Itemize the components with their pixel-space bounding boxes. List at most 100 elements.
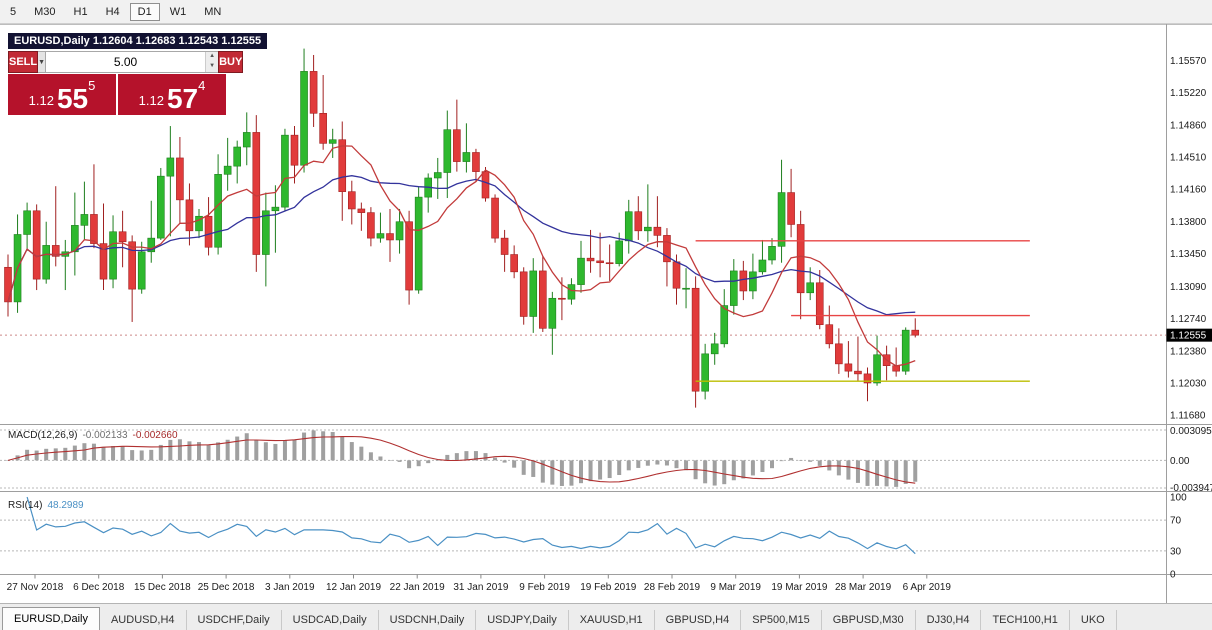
svg-text:1.15570: 1.15570	[1170, 56, 1207, 67]
svg-text:9 Feb 2019: 9 Feb 2019	[519, 582, 570, 593]
rsi-line	[26, 496, 916, 555]
svg-text:27 Nov 2018: 27 Nov 2018	[7, 582, 64, 593]
tab-xauusd-h1[interactable]: XAUUSD,H1	[569, 610, 655, 630]
macd-signal-line	[7, 435, 916, 484]
svg-text:0.003095: 0.003095	[1170, 426, 1212, 437]
volume-up-button[interactable]: ▲	[206, 52, 219, 62]
svg-text:28 Mar 2019: 28 Mar 2019	[835, 582, 892, 593]
ma-slow-line	[7, 175, 916, 316]
svg-text:22 Jan 2019: 22 Jan 2019	[390, 582, 445, 593]
chart-title-text: EURUSD,Daily 1.12604 1.12683 1.12543 1.1…	[14, 35, 262, 47]
svg-text:9 Mar 2019: 9 Mar 2019	[710, 582, 761, 593]
one-click-trade-panel: SELL ▼ ▲ ▼ BUY 1.12 55 5 1.12 57 4	[8, 51, 244, 115]
svg-text:19 Feb 2019: 19 Feb 2019	[580, 582, 637, 593]
svg-text:1.12740: 1.12740	[1170, 314, 1207, 325]
chart-window: 1.15570 1.15220 1.14860 1.14510 1.14160 1.138…	[0, 24, 1212, 603]
current-price-tag: 1.12555	[1166, 328, 1212, 342]
svg-text:0: 0	[1170, 570, 1176, 581]
svg-text:19 Mar 2019: 19 Mar 2019	[771, 582, 828, 593]
buy-price-big-figure: 1.12	[138, 93, 164, 108]
timeframe-button-h1[interactable]: H1	[66, 3, 96, 21]
svg-text:15 Dec 2018: 15 Dec 2018	[134, 582, 191, 593]
candlesticks	[4, 48, 920, 408]
svg-text:12 Jan 2019: 12 Jan 2019	[326, 582, 381, 593]
timeframe-button-mn[interactable]: MN	[196, 3, 229, 21]
svg-text:0.00: 0.00	[1170, 456, 1190, 467]
price-axis[interactable]: 1.15570 1.15220 1.14860 1.14510 1.14160 1.138…	[1170, 56, 1207, 421]
buy-price-pips: 57	[166, 83, 199, 114]
macd-signal-value: -0.002660	[132, 430, 178, 441]
macd-name: MACD(12,26,9)	[8, 430, 78, 441]
svg-text:1.14860: 1.14860	[1170, 121, 1207, 132]
timeframe-button-d1[interactable]: D1	[129, 2, 160, 21]
timeframe-button-h4[interactable]: H4	[98, 3, 128, 21]
timeframe-toolbar: 5 M30 H1 H4 D1 W1 MN	[0, 0, 1212, 24]
timeframe-button-w1[interactable]: W1	[162, 3, 195, 21]
tab-audusd-h4[interactable]: AUDUSD,H4	[100, 610, 187, 630]
rsi-axis[interactable]: 100 70 30 0	[1170, 493, 1187, 581]
volume-dropdown-button[interactable]: ▼	[38, 51, 47, 73]
svg-text:6 Dec 2018: 6 Dec 2018	[73, 582, 125, 593]
macd-histogram	[6, 430, 918, 487]
tab-dj30-h4[interactable]: DJ30,H4	[916, 610, 982, 630]
svg-text:31 Jan 2019: 31 Jan 2019	[453, 582, 508, 593]
svg-text:1.12380: 1.12380	[1170, 347, 1207, 358]
volume-field: ▲ ▼	[46, 51, 219, 73]
sell-price-big-figure: 1.12	[28, 93, 54, 108]
sell-price-pipette: 5	[88, 78, 96, 93]
tab-usdcad-daily[interactable]: USDCAD,Daily	[282, 610, 379, 630]
svg-text:1.13800: 1.13800	[1170, 217, 1207, 228]
chart-canvas[interactable]: 1.15570 1.15220 1.14860 1.14510 1.14160 1.138…	[0, 24, 1212, 603]
svg-text:28 Feb 2019: 28 Feb 2019	[644, 582, 701, 593]
pane-separators[interactable]	[0, 24, 1212, 603]
arrow-up-icon: ▲	[209, 53, 216, 59]
tab-usdchf-daily[interactable]: USDCHF,Daily	[187, 610, 282, 630]
buy-button[interactable]: BUY	[218, 51, 244, 73]
volume-down-button[interactable]: ▼	[206, 62, 219, 72]
svg-text:6 Apr 2019: 6 Apr 2019	[903, 582, 952, 593]
rsi-pane	[0, 519, 1166, 552]
macd-axis[interactable]: 0.003095 0.00 -0.003947	[1170, 426, 1212, 494]
ma-fast-line	[7, 145, 916, 367]
chart-title: EURUSD,Daily 1.12604 1.12683 1.12543 1.1…	[8, 33, 268, 49]
svg-text:-0.003947: -0.003947	[1170, 483, 1212, 494]
rsi-label: RSI(14) 48.2989	[8, 500, 84, 511]
trade-order-row: SELL ▼ ▲ ▼ BUY	[8, 51, 244, 73]
tab-usdjpy-daily[interactable]: USDJPY,Daily	[476, 610, 569, 630]
tab-gbpusd-h4[interactable]: GBPUSD,H4	[655, 610, 742, 630]
svg-text:25 Dec 2018: 25 Dec 2018	[198, 582, 255, 593]
volume-stepper: ▲ ▼	[205, 52, 219, 72]
rsi-value: 48.2989	[47, 500, 84, 511]
svg-text:1.13090: 1.13090	[1170, 282, 1207, 293]
svg-text:1.12030: 1.12030	[1170, 378, 1207, 389]
svg-text:1.13450: 1.13450	[1170, 249, 1207, 260]
trade-price-row: 1.12 55 5 1.12 57 4	[8, 74, 226, 115]
tab-gbpusd-m30[interactable]: GBPUSD,M30	[822, 610, 916, 630]
timeframe-button-5[interactable]: 5	[2, 3, 24, 21]
chart-tabs: EURUSD,Daily AUDUSD,H4 USDCHF,Daily USDCAD,…	[0, 603, 1212, 630]
tab-tech100-h1[interactable]: TECH100,H1	[981, 610, 1070, 630]
svg-text:100: 100	[1170, 493, 1187, 504]
buy-price-display[interactable]: 1.12 57 4	[118, 74, 226, 115]
svg-text:3 Jan 2019: 3 Jan 2019	[265, 582, 315, 593]
macd-label: MACD(12,26,9) -0.002133 -0.002660	[8, 430, 178, 441]
svg-text:70: 70	[1170, 516, 1182, 527]
sell-price-pips: 55	[56, 83, 89, 114]
svg-text:1.15220: 1.15220	[1170, 88, 1207, 99]
timeframe-button-m30[interactable]: M30	[26, 3, 63, 21]
svg-text:1.12555: 1.12555	[1170, 331, 1207, 342]
sell-button[interactable]: SELL	[8, 51, 39, 73]
volume-input[interactable]	[46, 52, 206, 72]
svg-text:30: 30	[1170, 546, 1182, 557]
svg-text:1.14510: 1.14510	[1170, 153, 1207, 164]
tab-uko[interactable]: UKO	[1070, 610, 1117, 630]
tab-eurusd-daily[interactable]: EURUSD,Daily	[2, 607, 100, 630]
sell-price-display[interactable]: 1.12 55 5	[8, 74, 116, 115]
macd-main-value: -0.002133	[82, 430, 128, 441]
tab-usdcnh-daily[interactable]: USDCNH,Daily	[379, 610, 477, 630]
tab-sp500-m15[interactable]: SP500,M15	[741, 610, 822, 630]
time-axis[interactable]: 27 Nov 2018 6 Dec 2018 15 Dec 2018 25 Dec 2…	[7, 574, 952, 594]
horizontal-line-objects[interactable]	[695, 240, 1030, 382]
svg-text:1.14160: 1.14160	[1170, 184, 1207, 195]
